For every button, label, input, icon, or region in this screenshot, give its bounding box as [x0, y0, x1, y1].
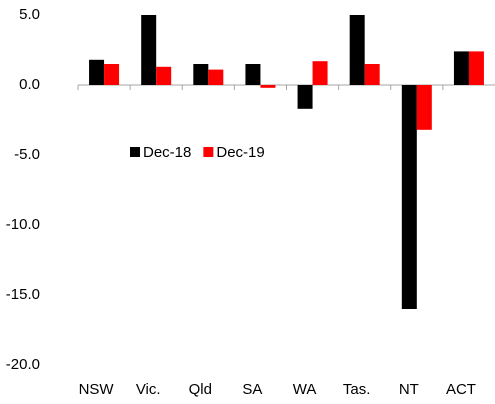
- legend-swatch: [130, 147, 140, 157]
- x-tick-label: ACT: [446, 381, 476, 398]
- bar: [297, 85, 313, 109]
- bar: [89, 59, 105, 85]
- bar: [104, 64, 120, 85]
- bar: [245, 64, 261, 85]
- bar: [364, 64, 380, 85]
- bar: [260, 85, 276, 88]
- legend-label: Dec-18: [143, 144, 191, 161]
- y-tick-label: -10.0: [6, 216, 40, 233]
- y-tick-label: -15.0: [6, 286, 40, 303]
- bar: [141, 15, 157, 85]
- y-tick-label: 5.0: [19, 6, 40, 23]
- bar: [349, 15, 365, 85]
- bar: [208, 69, 224, 85]
- legend-swatch: [203, 147, 214, 157]
- bar: [312, 61, 328, 85]
- y-tick-label: -5.0: [14, 146, 40, 163]
- x-tick-label: NT: [399, 381, 419, 398]
- y-tick-label: 0.0: [19, 76, 40, 93]
- x-tick-label: Tas.: [343, 381, 371, 398]
- bar: [156, 66, 172, 85]
- x-tick-label: NSW: [79, 381, 115, 398]
- x-tick-label: SA: [242, 381, 262, 398]
- bar: [193, 64, 209, 85]
- bar: [453, 51, 469, 85]
- y-tick-label: -20.0: [6, 356, 40, 373]
- x-tick-label: Qld: [189, 381, 212, 398]
- x-tick-label: Vic.: [136, 381, 161, 398]
- bar: [468, 51, 484, 85]
- bar: [416, 85, 432, 130]
- legend-label: Dec-19: [216, 144, 264, 161]
- x-tick-label: WA: [293, 381, 317, 398]
- bar: [401, 85, 417, 309]
